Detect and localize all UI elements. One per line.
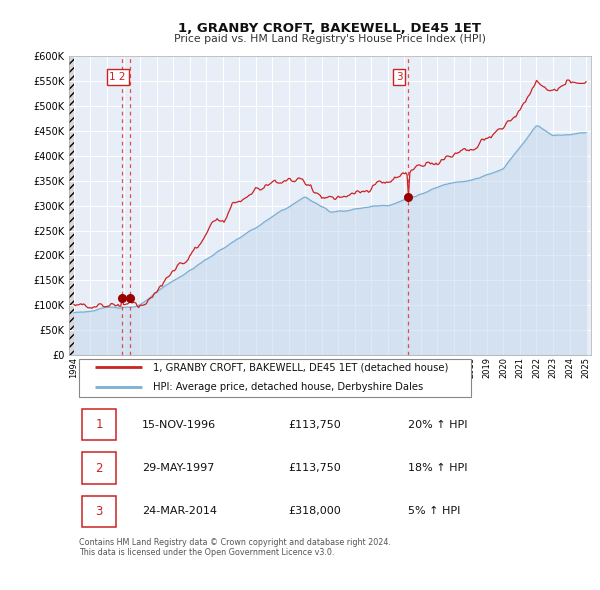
Text: 29-MAY-1997: 29-MAY-1997: [142, 463, 214, 473]
Text: £113,750: £113,750: [288, 463, 341, 473]
Text: 2: 2: [95, 461, 103, 474]
Text: Price paid vs. HM Land Registry's House Price Index (HPI): Price paid vs. HM Land Registry's House …: [174, 34, 486, 44]
FancyBboxPatch shape: [82, 453, 116, 484]
Text: 3: 3: [396, 72, 403, 82]
FancyBboxPatch shape: [82, 496, 116, 527]
Text: 18% ↑ HPI: 18% ↑ HPI: [409, 463, 468, 473]
Text: 24-MAR-2014: 24-MAR-2014: [142, 506, 217, 516]
Text: £318,000: £318,000: [288, 506, 341, 516]
Text: 20% ↑ HPI: 20% ↑ HPI: [409, 419, 468, 430]
Text: £113,750: £113,750: [288, 419, 341, 430]
Text: HPI: Average price, detached house, Derbyshire Dales: HPI: Average price, detached house, Derb…: [152, 382, 423, 392]
Text: Contains HM Land Registry data © Crown copyright and database right 2024.
This d: Contains HM Land Registry data © Crown c…: [79, 537, 391, 557]
Text: 3: 3: [95, 505, 103, 518]
FancyBboxPatch shape: [82, 409, 116, 440]
Text: 1, GRANBY CROFT, BAKEWELL, DE45 1ET: 1, GRANBY CROFT, BAKEWELL, DE45 1ET: [179, 22, 482, 35]
Text: 5% ↑ HPI: 5% ↑ HPI: [409, 506, 461, 516]
Text: 1, GRANBY CROFT, BAKEWELL, DE45 1ET (detached house): 1, GRANBY CROFT, BAKEWELL, DE45 1ET (det…: [152, 362, 448, 372]
Text: 1: 1: [95, 418, 103, 431]
Bar: [69, 56, 74, 355]
FancyBboxPatch shape: [79, 359, 471, 396]
Text: 1 2: 1 2: [109, 72, 126, 82]
Text: 15-NOV-1996: 15-NOV-1996: [142, 419, 216, 430]
